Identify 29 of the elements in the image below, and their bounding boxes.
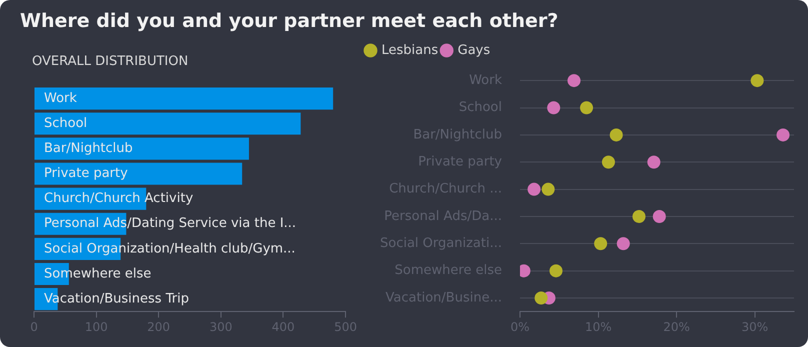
point xyxy=(647,156,660,169)
category-label: Private party xyxy=(44,166,128,182)
point xyxy=(776,128,790,142)
bar xyxy=(34,88,334,110)
bar xyxy=(34,112,301,135)
point xyxy=(550,264,562,278)
chart-title: Where did you and your partner meet each other? xyxy=(20,10,558,32)
point xyxy=(542,182,555,196)
point xyxy=(520,264,530,278)
point xyxy=(610,128,623,142)
point xyxy=(594,237,608,250)
category-label: Work xyxy=(44,90,77,106)
legend-label: Gays xyxy=(458,42,490,58)
bar xyxy=(34,162,242,185)
chart-subtitle: OVERALL DISTRIBUTION xyxy=(32,54,188,69)
point xyxy=(616,237,630,250)
point xyxy=(602,156,615,169)
point xyxy=(632,210,646,223)
point xyxy=(534,292,548,305)
legend-label: Lesbians xyxy=(382,42,438,58)
point xyxy=(580,101,594,114)
category-label: Bar/Nightclub xyxy=(44,141,133,156)
point xyxy=(750,74,764,88)
category-label: School xyxy=(44,116,88,131)
bar xyxy=(34,138,249,160)
point xyxy=(568,74,581,88)
point xyxy=(652,210,666,223)
point xyxy=(528,182,541,196)
point xyxy=(547,101,560,114)
